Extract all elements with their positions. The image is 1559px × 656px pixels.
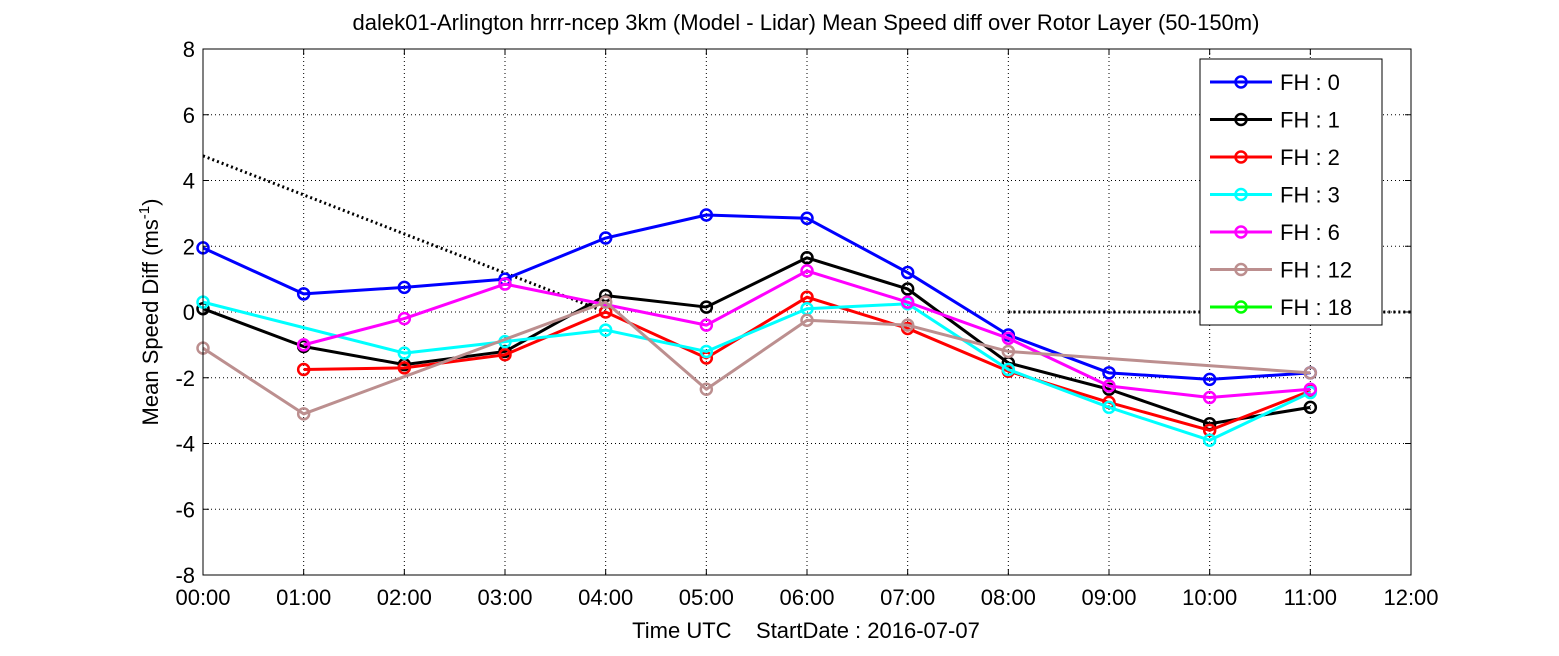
dotted-reference-line [202, 154, 607, 314]
x-tick-label: 05:00 [679, 585, 734, 610]
plot-frame [202, 48, 1412, 576]
data-point-marker [699, 382, 714, 397]
x-tick-label: 12:00 [1383, 585, 1438, 610]
series-line [202, 300, 1311, 442]
legend-label: FH : 1 [1280, 108, 1340, 133]
data-point-marker [598, 295, 613, 309]
legend-swatch-marker [1234, 112, 1248, 127]
series-3 [196, 295, 1318, 447]
data-point-marker [900, 295, 915, 309]
data-point-marker [1001, 362, 1016, 377]
series-line [303, 295, 1311, 432]
series-line [202, 256, 1311, 426]
data-point-marker [1102, 379, 1116, 393]
data-point-marker [1202, 433, 1217, 447]
y-tick-label: -6 [175, 497, 195, 522]
x-tick-labels: 00:00 01:00 02:00 03:00 04:00 05:00 06:00 07:00… [175, 585, 1438, 610]
data-point-marker [397, 311, 412, 326]
y-tick-label: -2 [175, 366, 195, 391]
y-tick-label: 4 [183, 169, 195, 194]
series-5 [196, 295, 1318, 421]
data-point-marker [900, 318, 915, 332]
data-point-marker [1303, 400, 1318, 415]
data-point-marker [296, 362, 311, 377]
x-tick-label: 06:00 [779, 585, 834, 610]
series-line [303, 269, 1311, 399]
legend-swatch-marker [1234, 75, 1248, 89]
legend-swatch-marker [1234, 300, 1248, 314]
data-point-marker [296, 338, 311, 352]
y-tick-label: 6 [183, 103, 195, 128]
y-tick-labels: -8 -6 -4 -2 0 2 4 6 8 [175, 37, 195, 588]
y-tick-label: -8 [175, 563, 195, 588]
data-point-marker [699, 208, 714, 222]
series-line [202, 300, 1311, 416]
series-lines [196, 208, 1318, 447]
data-point-marker [1102, 366, 1116, 380]
legend-box [1199, 58, 1383, 326]
data-point-marker [1303, 366, 1318, 380]
x-tick-label: 00:00 [175, 585, 230, 610]
data-point-marker [397, 361, 412, 375]
grid [202, 48, 1412, 576]
data-point-marker [296, 287, 311, 301]
x-tick-label: 02:00 [377, 585, 432, 610]
data-point-marker [1202, 390, 1217, 405]
legend-label: FH : 2 [1280, 145, 1340, 170]
data-point-marker [699, 318, 714, 332]
data-point-marker [598, 323, 613, 337]
legend-swatch-marker [1234, 187, 1248, 202]
data-point-marker [498, 277, 512, 291]
x-tick-label: 04:00 [578, 585, 633, 610]
data-point-marker [699, 344, 714, 359]
x-tick-label: 10:00 [1182, 585, 1237, 610]
x-tick-label: 01:00 [276, 585, 331, 610]
x-tick-label: 03:00 [477, 585, 532, 610]
legend-swatch-marker [1234, 150, 1248, 164]
x-tick-label: 08:00 [981, 585, 1036, 610]
data-point-marker [498, 347, 512, 362]
x-tick-label: 11:00 [1284, 585, 1337, 610]
y-axis-label-close: ) [138, 199, 163, 206]
data-point-marker [900, 265, 915, 280]
legend-label: FH : 0 [1280, 70, 1340, 95]
legend-swatch-marker [1234, 262, 1248, 277]
x-tick-label: 09:00 [1081, 585, 1136, 610]
data-point-marker [800, 251, 814, 265]
x-tick-label: 07:00 [880, 585, 935, 610]
legend-label: FH : 3 [1280, 183, 1340, 208]
legend-label: FH : 18 [1280, 295, 1352, 320]
data-point-marker [296, 407, 311, 421]
chart-title: dalek01-Arlington hrrr-ncep 3km (Model -… [353, 10, 1260, 35]
data-point-marker [800, 313, 814, 327]
y-axis-label: Mean Speed Diff (ms-1) [136, 199, 163, 426]
data-point-marker [699, 300, 714, 314]
series-line [202, 213, 1311, 381]
data-point-marker [1202, 372, 1217, 387]
series-4 [296, 264, 1318, 405]
legend-swatch-marker [1234, 225, 1248, 239]
data-point-marker [1001, 331, 1016, 346]
data-point-marker [900, 282, 915, 296]
y-tick-label: 8 [183, 37, 195, 62]
data-point-marker [800, 211, 814, 226]
data-point-marker [1001, 344, 1016, 359]
y-axis-label-unit-exponent: -1 [136, 206, 153, 219]
data-point-marker [800, 264, 814, 278]
data-point-marker [598, 231, 613, 245]
y-tick-label: 0 [183, 300, 195, 325]
legend-label: FH : 12 [1280, 258, 1352, 283]
data-point-marker [1303, 382, 1318, 397]
y-tick-label: 2 [183, 234, 195, 259]
data-point-marker [397, 346, 412, 360]
y-axis-label-main: Mean Speed Diff (ms [138, 219, 163, 425]
legend-label: FH : 6 [1280, 220, 1340, 245]
x-axis-label: Time UTC StartDate : 2016-07-07 [632, 618, 980, 643]
y-tick-label: -4 [175, 432, 195, 457]
data-point-marker [1102, 400, 1116, 415]
data-point-marker [397, 280, 412, 295]
legend: FH : 0 FH : 1 FH : 2 FH : 3 FH : 6 FH : 12 FH … [1199, 58, 1383, 326]
